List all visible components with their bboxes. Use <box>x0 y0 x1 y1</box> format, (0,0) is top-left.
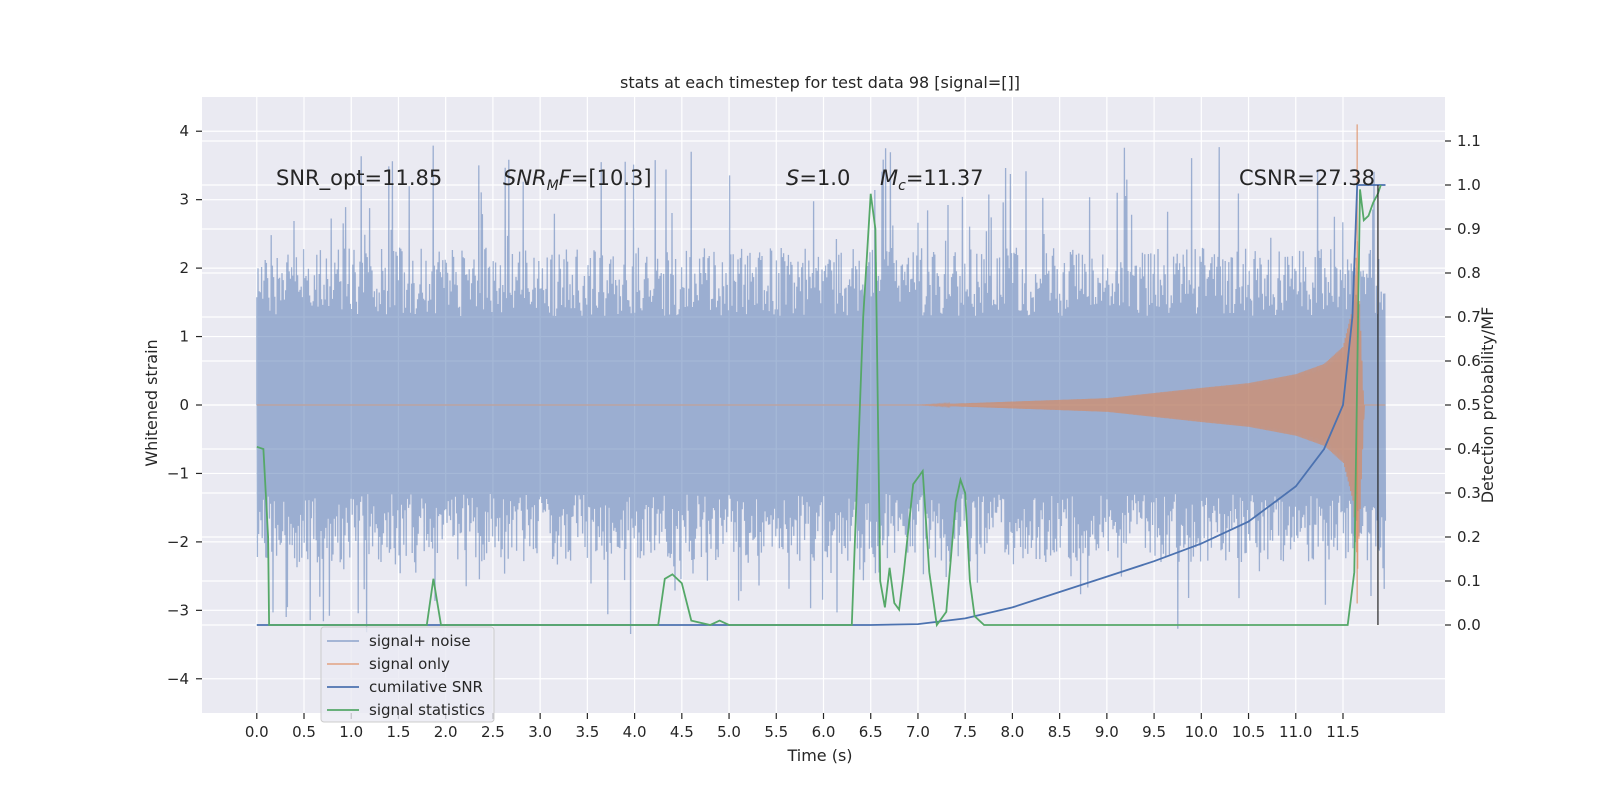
y-right-tick-label: 0.6 <box>1457 352 1481 370</box>
snr-mf-symbol-2: F <box>559 166 572 190</box>
x-tick-label: 9.5 <box>1142 723 1166 741</box>
x-tick-label: 5.0 <box>717 723 741 741</box>
x-axis-label: Time (s) <box>786 746 852 765</box>
series-signal-only <box>256 241 1386 569</box>
y-right-tick-label: 0.9 <box>1457 220 1481 238</box>
s-value: =1.0 <box>799 166 850 190</box>
y-tick-label: −4 <box>167 670 189 688</box>
y-right-tick-label: 0.4 <box>1457 440 1481 458</box>
x-tick-label: 7.5 <box>953 723 977 741</box>
ticks: 0.0 0.5 1.0 1.5 2.0 2.5 3.0 3.5 4.0 4.5 5.0 5.5 6.0 6… <box>167 122 1481 741</box>
y-right-tick-label: 1.1 <box>1457 132 1481 150</box>
y-tick-label: 2 <box>179 259 189 277</box>
legend-label: signal+ noise <box>369 632 471 650</box>
x-tick-label: 11.5 <box>1326 723 1359 741</box>
series-signal-noise <box>256 145 1387 635</box>
snr-mf-value: =[10.3] <box>571 166 652 190</box>
annotations: SNR_opt=11.85 SNRMF=[10.3] S=1.0 Mc=11.3… <box>276 166 1375 194</box>
x-tick-label: 4.0 <box>623 723 647 741</box>
x-tick-label: 6.0 <box>812 723 836 741</box>
y-tick-label: 1 <box>179 328 189 346</box>
legend-box <box>320 626 495 723</box>
annotation-mc: Mc=11.37 <box>880 166 984 194</box>
x-tick-label: 9.0 <box>1095 723 1119 741</box>
x-tick-label: 0.5 <box>292 723 316 741</box>
y-tick-label: 0 <box>179 396 189 414</box>
x-tick-label: 0.0 <box>245 723 269 741</box>
mc-subscript: c <box>898 178 906 194</box>
x-tick-label: 7.0 <box>906 723 930 741</box>
x-tick-label: 3.0 <box>528 723 552 741</box>
y-tick-label: −2 <box>167 533 189 551</box>
snr-mf-subscript: M <box>547 178 559 194</box>
y-right-tick-label: 0.8 <box>1457 264 1481 282</box>
x-tick-label: 10.0 <box>1185 723 1218 741</box>
y-axis-label: Whitened strain <box>142 339 161 466</box>
x-tick-label: 4.5 <box>670 723 694 741</box>
y-right-tick-label: 0.1 <box>1457 572 1481 590</box>
legend-label: signal statistics <box>369 701 485 719</box>
y-right-tick-label: 1.0 <box>1457 176 1481 194</box>
y-tick-label: −3 <box>167 601 189 619</box>
x-tick-label: 5.5 <box>764 723 788 741</box>
y-tick-label: 4 <box>179 122 189 140</box>
data-layer <box>256 124 1387 635</box>
x-tick-label: 1.5 <box>387 723 411 741</box>
annotation-csnr: CSNR=27.38 <box>1239 166 1375 190</box>
x-tick-label: 3.5 <box>575 723 599 741</box>
x-tick-label: 11.0 <box>1279 723 1312 741</box>
x-tick-label: 6.5 <box>859 723 883 741</box>
y-right-tick-label: 0.0 <box>1457 616 1481 634</box>
y-tick-label: 3 <box>179 191 189 209</box>
x-tick-label: 2.0 <box>434 723 458 741</box>
mc-value: =11.37 <box>906 166 984 190</box>
annotation-snr-mf: SNRMF=[10.3] <box>503 166 652 194</box>
y-right-axis-label: Detection probability/MF <box>1478 307 1497 504</box>
y-tick-label: −1 <box>167 464 189 482</box>
annotation-s: S=1.0 <box>786 166 850 190</box>
snr-mf-symbol: SNR <box>503 166 547 190</box>
x-tick-label: 8.5 <box>1048 723 1072 741</box>
x-tick-label: 2.5 <box>481 723 505 741</box>
series-signal-statistics <box>256 184 1382 628</box>
x-tick-label: 1.0 <box>339 723 363 741</box>
x-tick-label: 8.0 <box>1000 723 1024 741</box>
x-tick-label: 10.5 <box>1232 723 1265 741</box>
mc-symbol: M <box>880 166 898 190</box>
y-right-tick-label: 0.5 <box>1457 396 1481 414</box>
chart-title: stats at each timestep for test data 98 … <box>620 73 1020 92</box>
y-right-tick-label: 0.3 <box>1457 484 1481 502</box>
series-cumulative-snr <box>256 184 1386 626</box>
y-right-tick-label: 0.2 <box>1457 528 1481 546</box>
y-right-tick-label: 0.7 <box>1457 308 1481 326</box>
s-symbol: S <box>786 166 799 190</box>
legend: signal+ noise signal only cumilative SNR si… <box>320 626 495 723</box>
legend-label: signal only <box>369 655 450 673</box>
annotation-snr-opt: SNR_opt=11.85 <box>276 166 442 191</box>
legend-label: cumilative SNR <box>369 678 483 696</box>
